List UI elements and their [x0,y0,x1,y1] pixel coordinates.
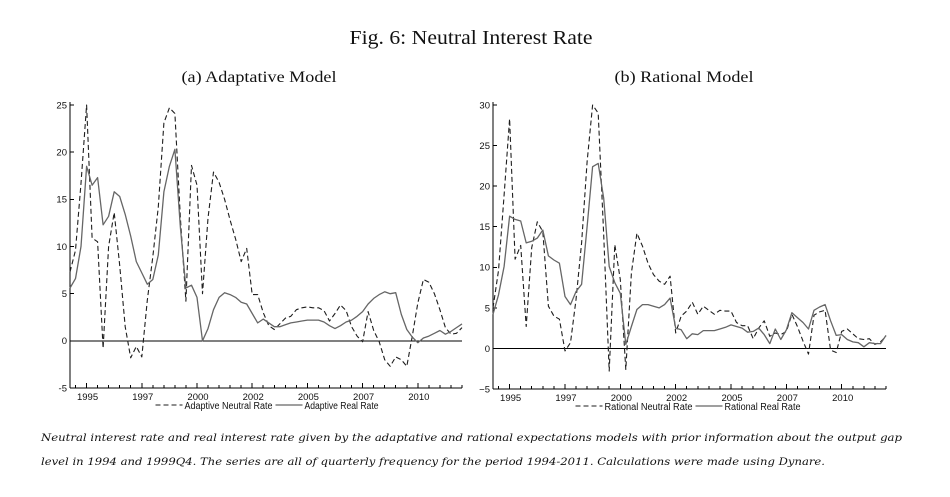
x-tick-label: 2007 [777,393,798,404]
y-tick-label: 25 [56,100,67,111]
x-tick-label: 2010 [408,392,429,403]
y-tick-label: 0 [485,344,490,355]
legend: Rational Neutral Rate Rational Real Rate [575,402,801,413]
x-tick-label: 2005 [721,393,742,404]
y-tick-label: 10 [56,242,67,253]
y-tick-label: -5 [59,383,67,394]
caption-line-1: Neutral interest rate and real interest … [40,432,902,444]
legend-label-neutral-rate: Adaptive Neutral Rate [185,401,273,412]
x-tick-label: 2000 [611,393,632,404]
y-tick-label: 25 [479,141,490,152]
y-tick-label: 10 [479,263,490,274]
figure-title: Fig. 6: Neutral Interest Rate [350,27,593,49]
chart-rational-model: −5 0 5 10 15 20 25 30 1995 1997 2000 2002 2005 2007 20… [479,100,887,413]
x-tick-label: 2005 [298,392,319,403]
x-tick-label: 2002 [666,393,687,404]
y-tick-label: 5 [62,289,67,300]
x-tick-label: 2010 [832,393,853,404]
x-tick-label: 2002 [243,392,264,403]
x-tick-label: 1995 [77,392,98,403]
x-tick-label: 2007 [353,392,374,403]
x-tick-label: 1995 [500,393,521,404]
y-tick-label: 15 [479,222,490,233]
legend-label-real-rate: Adaptive Real Rate [305,401,379,412]
x-tick-label: 1997 [132,392,153,403]
x-tick-label: 2000 [187,392,208,403]
x-tick-label: 1997 [555,393,576,404]
y-tick-label: 20 [479,182,490,193]
chart-adaptative-model: -5 0 5 10 15 20 25 1995 1997 2000 2002 2005 2007 2010… [56,100,463,412]
y-tick-label: 20 [56,148,67,159]
y-tick-label: −5 [479,384,490,395]
chart-a-title: (a) Adaptative Model [182,69,338,86]
legend: Adaptive Neutral Rate Adaptive Real Rate [155,401,379,412]
series-line-rational-real-rate [492,162,887,348]
legend-label-real-rate: Rational Real Rate [725,402,801,413]
y-tick-label: 5 [485,303,490,314]
series-line-adaptive-real-rate [69,148,463,344]
series-line-rational-neutral-rate [492,104,887,372]
y-tick-label: 0 [62,336,67,347]
caption-line-2: level in 1994 and 1999Q4. The series are… [41,456,825,468]
y-tick-label: 15 [56,195,67,206]
legend-label-neutral-rate: Rational Neutral Rate [605,402,693,413]
series-line-adaptive-neutral-rate [69,104,463,367]
chart-b-title: (b) Rational Model [615,69,755,86]
y-tick-label: 30 [479,100,490,111]
